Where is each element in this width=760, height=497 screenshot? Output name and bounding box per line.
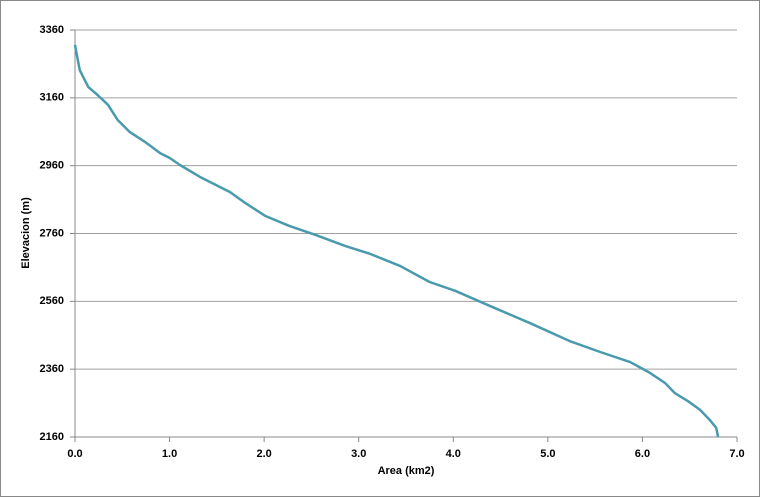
y-tick-label: 2560 [40,295,64,307]
data-line [73,44,720,438]
y-tick-label: 3160 [40,92,64,104]
y-tick-label: 2360 [40,363,64,375]
y-tick-label: 2960 [40,160,64,172]
x-axis-title: Area (km2) [378,465,435,477]
y-tick-label: 2160 [40,431,64,443]
y-tick-label: 3360 [40,24,64,36]
x-tick-label: 3.0 [351,448,366,460]
y-tick-label: 2760 [40,227,64,239]
y-axis-title: Elevacion (m) [20,197,32,269]
x-tick-label: 2.0 [256,448,271,460]
x-tick-label: 6.0 [635,448,650,460]
x-tick-label: 7.0 [729,448,744,460]
x-tick-label: 4.0 [446,448,461,460]
x-tick-label: 0.0 [67,448,82,460]
x-tick-label: 5.0 [540,448,555,460]
x-tick-label: 1.0 [162,448,177,460]
